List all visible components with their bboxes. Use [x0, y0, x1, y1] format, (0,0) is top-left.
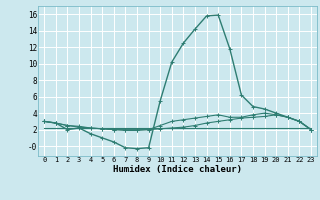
X-axis label: Humidex (Indice chaleur): Humidex (Indice chaleur) — [113, 165, 242, 174]
